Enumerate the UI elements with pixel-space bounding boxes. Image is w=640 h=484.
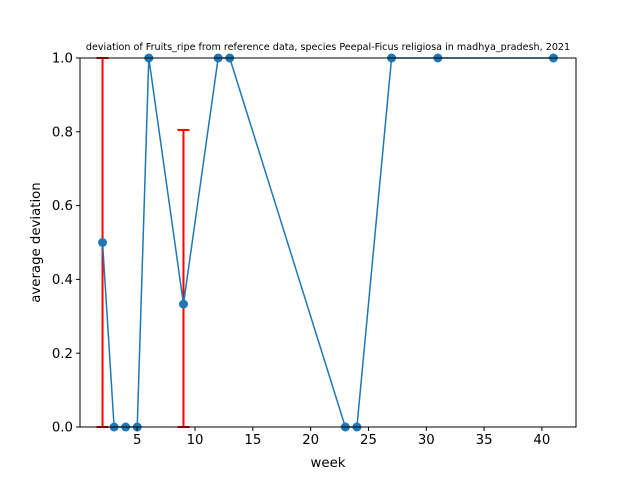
- y-axis: 0.0 0.2 0.4 0.6 0.8 1.0: [52, 52, 80, 436]
- data-point: [98, 238, 108, 247]
- x-tick-label: 15: [244, 433, 261, 448]
- y-tick-label: 0.2: [52, 347, 73, 362]
- x-axis: 5 10 15 20 25 30 35 40: [133, 427, 550, 448]
- data-point: [178, 299, 188, 309]
- x-tick-label: 30: [418, 433, 435, 448]
- x-tick-label: 5: [133, 433, 141, 448]
- y-tick-label: 0.0: [52, 421, 73, 436]
- y-tick-label: 0.4: [52, 273, 73, 288]
- y-tick-label: 1.0: [52, 52, 73, 67]
- y-tick-label: 0.8: [52, 125, 73, 140]
- x-axis-label: week: [311, 456, 346, 471]
- x-tick-label: 40: [533, 433, 550, 448]
- y-axis-label: average deviation: [29, 182, 44, 302]
- chart-title: deviation of Fruits_ripe from reference …: [86, 42, 570, 53]
- x-tick-label: 25: [360, 433, 377, 448]
- x-tick-label: 10: [187, 433, 204, 448]
- axes-frame: [79, 57, 577, 428]
- x-tick-label: 35: [476, 433, 493, 448]
- x-tick-label: 20: [302, 433, 319, 448]
- y-tick-label: 0.6: [52, 199, 73, 214]
